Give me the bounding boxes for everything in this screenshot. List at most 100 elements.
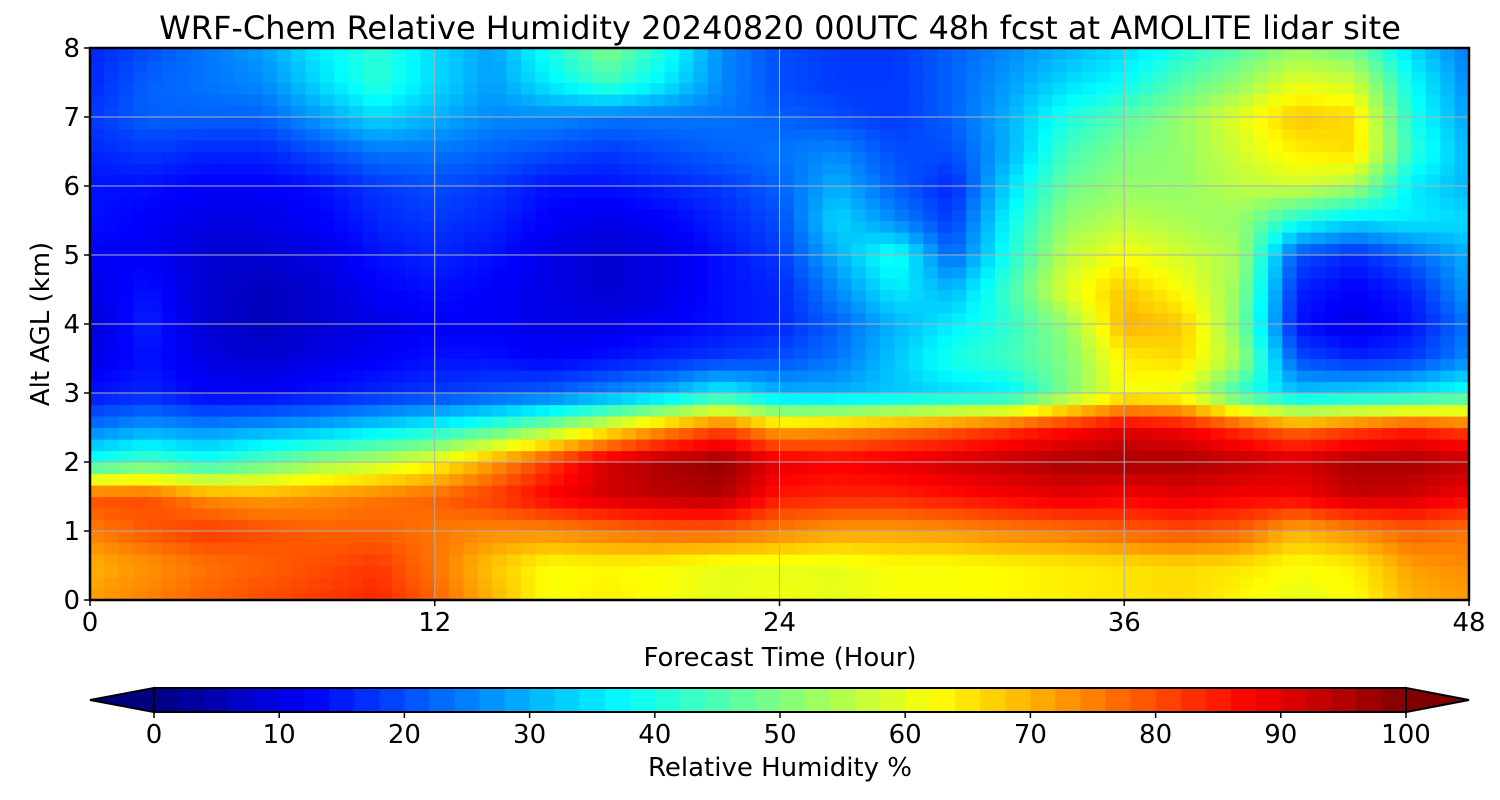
heatmap-cell — [406, 542, 421, 555]
heatmap-cell — [722, 105, 737, 118]
heatmap-cell — [1267, 105, 1283, 118]
heatmap-cell — [348, 508, 364, 521]
heatmap-cell — [1239, 289, 1255, 302]
heatmap-cell — [1138, 278, 1154, 291]
heatmap-cell — [635, 381, 651, 394]
heatmap-cell — [851, 186, 867, 199]
heatmap-cell — [894, 48, 910, 61]
heatmap-cell — [449, 404, 465, 417]
heatmap-cell — [1239, 565, 1255, 578]
heatmap-cell — [865, 393, 881, 406]
heatmap-cell — [1425, 427, 1441, 440]
heatmap-cell — [635, 565, 651, 578]
heatmap-cell — [1152, 82, 1168, 95]
heatmap-cell — [248, 174, 263, 187]
heatmap-cell — [377, 347, 393, 360]
heatmap-cell — [607, 508, 623, 521]
heatmap-cell — [1066, 197, 1082, 210]
heatmap-cell — [722, 577, 737, 590]
heatmap-cell — [133, 151, 149, 164]
heatmap-cell — [118, 416, 134, 429]
heatmap-cell — [291, 243, 307, 256]
heatmap-cell — [851, 278, 867, 291]
heatmap-cell — [1397, 94, 1413, 107]
heatmap-cell — [1325, 462, 1341, 475]
heatmap-cell — [1066, 278, 1082, 291]
heatmap-cell — [1425, 174, 1441, 187]
heatmap-cell — [248, 105, 263, 118]
heatmap-cell — [90, 48, 105, 61]
heatmap-cell — [1296, 381, 1312, 394]
heatmap-cell — [592, 278, 608, 291]
heatmap-cell — [118, 439, 134, 452]
heatmap-cell — [463, 439, 479, 452]
heatmap-cell — [248, 496, 263, 509]
heatmap-cell — [1167, 358, 1183, 371]
heatmap-cell — [506, 301, 522, 314]
heatmap-cell — [592, 266, 608, 279]
heatmap-cell — [1267, 531, 1283, 544]
heatmap-cell — [406, 59, 421, 72]
heatmap-cell — [362, 140, 378, 153]
heatmap-cell — [449, 220, 465, 233]
heatmap-cell — [1181, 278, 1197, 291]
heatmap-cell — [305, 48, 321, 61]
heatmap-cell — [664, 186, 680, 199]
heatmap-cell — [1009, 71, 1025, 84]
heatmap-cell — [966, 519, 982, 532]
heatmap-cell — [664, 439, 680, 452]
heatmap-cell — [765, 554, 781, 567]
heatmap-cell — [1196, 393, 1212, 406]
heatmap-cell — [678, 335, 694, 348]
heatmap-cell — [391, 508, 407, 521]
heatmap-cell — [722, 324, 737, 337]
heatmap-cell — [980, 496, 996, 509]
colorbar-bin — [379, 688, 405, 712]
heatmap-cell — [334, 416, 350, 429]
heatmap-cell — [750, 128, 766, 141]
heatmap-cell — [391, 128, 407, 141]
heatmap-cell — [104, 82, 120, 95]
heatmap-cell — [1124, 232, 1140, 245]
heatmap-cell — [851, 220, 867, 233]
heatmap-cell — [1425, 243, 1441, 256]
heatmap-cell — [880, 542, 896, 555]
heatmap-cell — [736, 462, 752, 475]
heatmap-cell — [1210, 71, 1226, 84]
heatmap-cell — [1368, 278, 1384, 291]
heatmap-cell — [1310, 105, 1326, 118]
heatmap-cell — [1023, 82, 1039, 95]
heatmap-cell — [434, 312, 450, 325]
heatmap-cell — [348, 174, 364, 187]
heatmap-cell — [1081, 278, 1097, 291]
heatmap-cell — [1138, 117, 1154, 130]
heatmap-cell — [535, 186, 551, 199]
heatmap-cell — [319, 59, 335, 72]
heatmap-cell — [808, 335, 824, 348]
heatmap-cell — [118, 59, 134, 72]
heatmap-cell — [1368, 255, 1384, 268]
heatmap-cell — [765, 209, 781, 222]
heatmap-cell — [1066, 335, 1082, 348]
heatmap-cell — [793, 255, 809, 268]
heatmap-cell — [1325, 209, 1341, 222]
heatmap-cell — [994, 404, 1010, 417]
heatmap-cell — [1368, 393, 1384, 406]
heatmap-cell — [190, 232, 206, 245]
heatmap-cell — [650, 220, 666, 233]
heatmap-cell — [664, 220, 680, 233]
heatmap-cell — [894, 335, 910, 348]
heatmap-cell — [966, 289, 982, 302]
heatmap-cell — [765, 174, 781, 187]
heatmap-cell — [276, 301, 292, 314]
heatmap-cell — [994, 416, 1010, 429]
heatmap-cell — [1167, 450, 1183, 463]
heatmap-cell — [1296, 220, 1312, 233]
heatmap-cell — [1152, 554, 1168, 567]
heatmap-cell — [1167, 531, 1183, 544]
heatmap-cell — [678, 140, 694, 153]
heatmap-cell — [880, 508, 896, 521]
heatmap-cell — [994, 209, 1010, 222]
heatmap-cell — [1210, 243, 1226, 256]
heatmap-cell — [607, 197, 623, 210]
